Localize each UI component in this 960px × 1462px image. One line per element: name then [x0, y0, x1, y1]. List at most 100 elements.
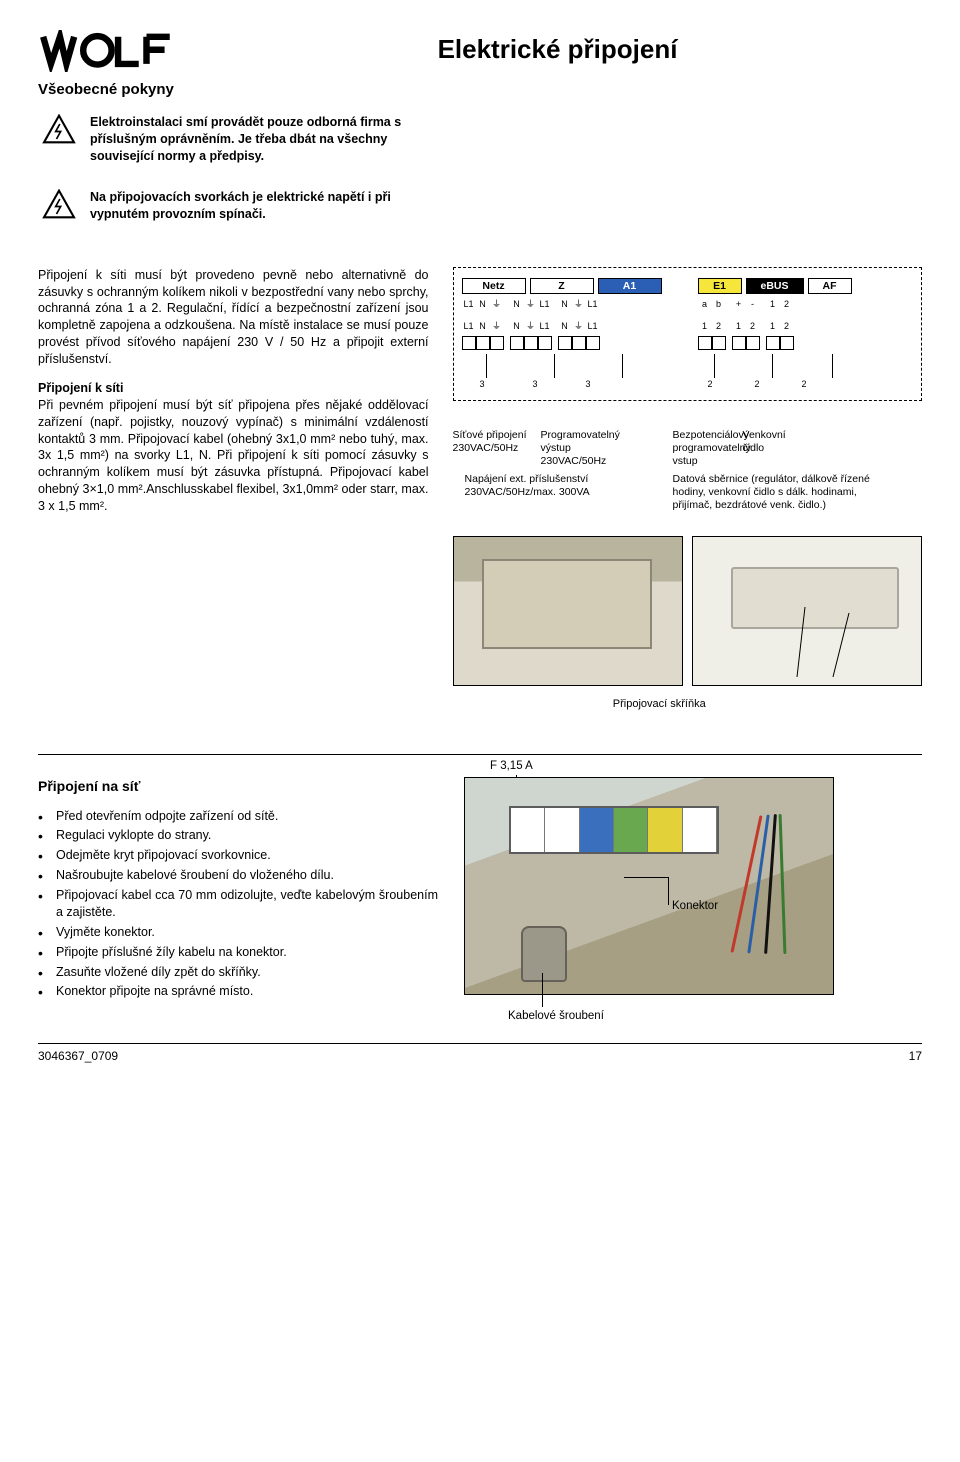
- term-label: ⏚: [572, 320, 586, 332]
- term-label: L1: [586, 298, 600, 310]
- body-para-1: Připojení k síti musí být provedeno pevn…: [38, 267, 429, 368]
- header-row: Elektrické připojení: [38, 30, 922, 72]
- term-cell: [476, 336, 490, 350]
- term-label: N: [510, 320, 524, 332]
- para2-head: Připojení k síti: [38, 381, 123, 395]
- warning-block-1: Elektroinstalaci smí provádět pouze odbo…: [90, 114, 410, 165]
- wire-count: 3: [480, 378, 485, 390]
- term-cell: [558, 336, 572, 350]
- term-label: L1: [462, 320, 476, 332]
- tl-e1: E1: [698, 278, 742, 294]
- wolf-logo: [38, 30, 193, 72]
- bullet-list: Před otevřením odpojte zařízení od sítě.…: [38, 808, 438, 1001]
- lbl-l2: Programovatelný výstup 230VAC/50Hz: [541, 429, 633, 468]
- term-cell: [462, 336, 476, 350]
- tl-ebus: eBUS: [746, 278, 804, 294]
- warning-text-1: Elektroinstalaci smí provádět pouze odbo…: [90, 114, 410, 165]
- tl-netz: Netz: [462, 278, 526, 294]
- term-cell: [780, 336, 794, 350]
- lbl-r3: Datová sběrnice (regulátor, dálkově říze…: [637, 473, 877, 512]
- tl-a1: A1: [598, 278, 662, 294]
- row-left: L1N⏚N⏚L1N⏚L1: [462, 298, 662, 310]
- term-label: N: [558, 320, 572, 332]
- term-cell: [732, 336, 746, 350]
- photo-right: [692, 536, 922, 686]
- para2-body: Při pevném připojení musí být síť připoj…: [38, 398, 429, 513]
- anno-fuse: F 3,15 A: [490, 759, 533, 775]
- term-label: ⏚: [524, 320, 538, 332]
- sub-right: 121212: [698, 320, 870, 332]
- term-label: 2: [780, 298, 794, 310]
- footer-right: 17: [909, 1048, 922, 1064]
- term-cell: [572, 336, 586, 350]
- term-cell: [766, 336, 780, 350]
- anno-gland: Kabelové šroubení: [508, 1009, 604, 1025]
- term-cell: [586, 336, 600, 350]
- term-cell: [490, 336, 504, 350]
- anno-konektor: Konektor: [672, 899, 718, 915]
- wire-count: 3: [533, 378, 538, 390]
- term-label: 1: [766, 298, 780, 310]
- lbl-r2: Venkovní čidlo: [743, 429, 813, 468]
- body-para-2: Připojení k síti Při pevném připojení mu…: [38, 380, 429, 515]
- sub-left: L1N⏚N⏚L1N⏚L1: [462, 320, 662, 332]
- two-col: Připojení k síti musí být provedeno pevn…: [38, 267, 922, 712]
- term-label: -: [746, 298, 760, 310]
- term-label: 1: [698, 320, 712, 332]
- lbl-r1: Bezpotenciálový programovatelný vstup: [673, 429, 739, 468]
- term-cell: [524, 336, 538, 350]
- term-label: L1: [538, 298, 552, 310]
- term-label: L1: [538, 320, 552, 332]
- term-label: L1: [586, 320, 600, 332]
- page-title: Elektrické připojení: [193, 30, 922, 67]
- term-label: L1: [462, 298, 476, 310]
- callout-lines: [693, 537, 921, 685]
- term-label: a: [698, 298, 712, 310]
- wiring-photo: [464, 777, 834, 995]
- bullet-item: Připojte příslušné žíly kabelu na konekt…: [38, 944, 438, 961]
- row-right: ab +-12: [698, 298, 870, 310]
- conn-labels: Síťové připojení 230VAC/50Hz Programovat…: [453, 429, 922, 468]
- bullet-item: Vyjměte konektor.: [38, 924, 438, 941]
- term-cell: [746, 336, 760, 350]
- junction-box-label: Připojovací skříňka: [453, 697, 866, 712]
- bullet-item: Připojovací kabel cca 70 mm odizolujte, …: [38, 887, 438, 921]
- tl-af: AF: [808, 278, 852, 294]
- bullet-item: Před otevřením odpojte zařízení od sítě.: [38, 808, 438, 825]
- footer-row: 3046367_0709 17: [38, 1043, 922, 1064]
- bottom-row: Připojení na síť Před otevřením odpojte …: [38, 777, 922, 1004]
- wire-count: 2: [755, 378, 760, 390]
- term-label: ⏚: [524, 298, 538, 310]
- footer-left: 3046367_0709: [38, 1048, 118, 1064]
- photo-left: [453, 536, 683, 686]
- term-label: 2: [712, 320, 726, 332]
- term-label: b: [712, 298, 726, 310]
- term-label: 2: [780, 320, 794, 332]
- term-cell: [510, 336, 524, 350]
- term-label: N: [476, 298, 490, 310]
- lbl-l3: Napájení ext. příslušenství 230VAC/50Hz/…: [453, 473, 637, 512]
- warning-block-2: Na připojovacích svorkách je elektrické …: [90, 189, 410, 223]
- warning-text-2: Na připojovacích svorkách je elektrické …: [90, 189, 410, 223]
- subtitle: Všeobecné pokyny: [38, 80, 922, 100]
- terminal-diagram: Netz Z A1 L1N⏚N⏚L1N⏚L1 L1N⏚N⏚L1N⏚L1: [453, 267, 922, 402]
- bot-right: F 3,15 A Konektor Kabelové šroubení: [464, 777, 922, 1004]
- term-label: N: [476, 320, 490, 332]
- term-label: +: [732, 298, 746, 310]
- mains-heading: Připojení na síť: [38, 777, 438, 796]
- wire-count: 2: [708, 378, 713, 390]
- term-cell: [538, 336, 552, 350]
- bullet-item: Našroubujte kabelové šroubení do vložené…: [38, 867, 438, 884]
- bullet-item: Regulaci vyklopte do strany.: [38, 827, 438, 844]
- term-cell: [698, 336, 712, 350]
- col-left: Připojení k síti musí být provedeno pevn…: [38, 267, 429, 712]
- warning-icon: [42, 189, 76, 219]
- term-label: ⏚: [490, 320, 504, 332]
- wire-count: 3: [586, 378, 591, 390]
- col-right: Netz Z A1 L1N⏚N⏚L1N⏚L1 L1N⏚N⏚L1N⏚L1: [453, 267, 922, 712]
- term-label: 1: [766, 320, 780, 332]
- term-cell: [712, 336, 726, 350]
- lbl-l1: Síťové připojení 230VAC/50Hz: [453, 429, 541, 468]
- term-label: N: [510, 298, 524, 310]
- separator: [38, 754, 922, 755]
